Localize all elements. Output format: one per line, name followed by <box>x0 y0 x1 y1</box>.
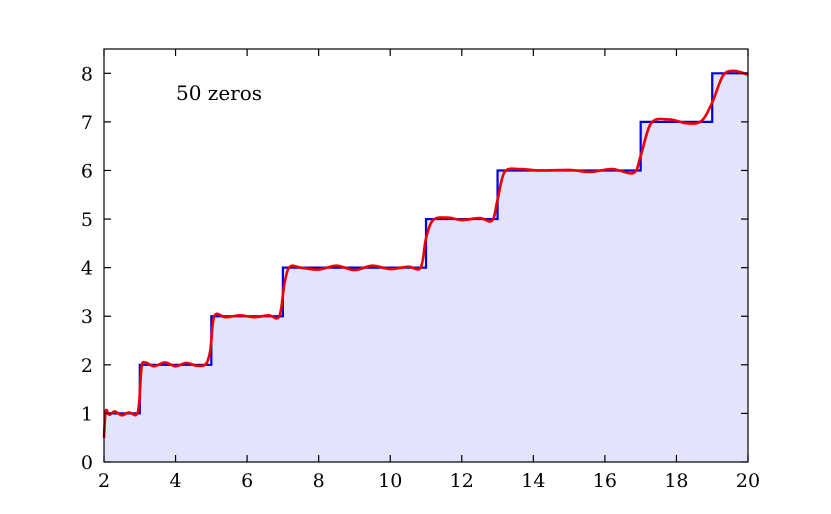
y-tick-label: 5 <box>81 209 93 231</box>
x-tick-label: 6 <box>241 470 253 492</box>
y-tick-label: 7 <box>81 112 93 134</box>
x-tick-label: 18 <box>664 470 688 492</box>
approximation-series-line <box>102 69 749 438</box>
x-tick-label: 10 <box>378 470 402 492</box>
x-tick-label: 2 <box>98 470 110 492</box>
x-tick-label: 4 <box>170 470 182 492</box>
x-tick-label: 16 <box>593 470 617 492</box>
x-tick-label: 14 <box>521 470 545 492</box>
y-tick-label: 4 <box>81 258 93 280</box>
annotation-label: 50 zeros <box>176 81 262 105</box>
y-tick-label: 2 <box>81 355 93 377</box>
axes-frame <box>103 48 749 463</box>
x-tick-label: 12 <box>450 470 474 492</box>
plot-area <box>102 69 749 462</box>
y-tick-label: 0 <box>81 452 93 474</box>
y-tick-label: 8 <box>81 63 93 85</box>
y-tick-label: 3 <box>81 306 93 328</box>
x-tick-label: 8 <box>313 470 325 492</box>
x-tick-label: 20 <box>736 470 760 492</box>
y-tick-label: 1 <box>81 403 93 425</box>
y-tick-label: 6 <box>81 160 93 182</box>
